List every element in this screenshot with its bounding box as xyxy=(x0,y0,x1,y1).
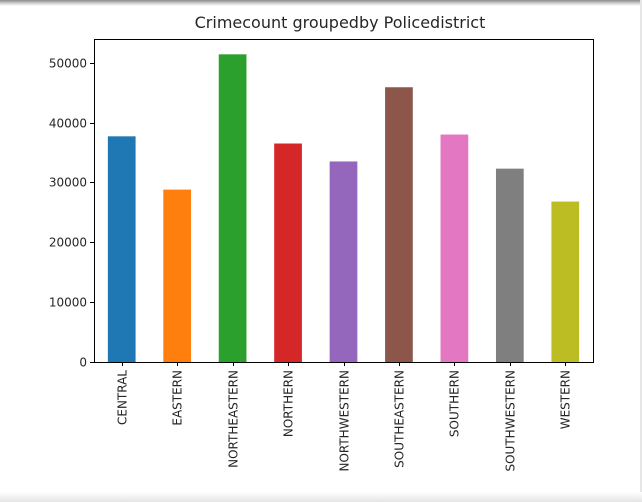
bar-northern xyxy=(274,143,302,362)
x-axis: CENTRAL EASTERN NORTHEASTERN NORTHERN NORTHW… xyxy=(116,362,573,472)
x-tick-label-northern: NORTHERN xyxy=(282,370,296,437)
bar-northwestern xyxy=(329,161,358,362)
y-tick-label: 20000 xyxy=(49,236,87,250)
x-tick-label-southwestern: SOUTHWESTERN xyxy=(504,370,518,472)
x-tick-label-western: WESTERN xyxy=(559,370,573,429)
bar-northeastern xyxy=(218,54,247,362)
x-tick-label-southeastern: SOUTHEASTERN xyxy=(393,370,407,468)
bar-western xyxy=(551,201,580,362)
window-right-edge xyxy=(640,0,642,502)
x-tick-label-northeastern: NORTHEASTERN xyxy=(227,370,241,468)
y-axis: 0 10000 20000 30000 40000 50000 xyxy=(49,57,94,370)
bar-southwestern xyxy=(495,168,524,362)
bar-eastern xyxy=(163,189,192,362)
chart-title: Crimecount groupedby Policedistrict xyxy=(195,13,486,32)
x-tick-label-southern: SOUTHERN xyxy=(448,370,462,437)
y-tick-label: 40000 xyxy=(49,117,87,131)
x-tick-label-central: CENTRAL xyxy=(116,370,130,425)
plot-frame xyxy=(94,39,594,363)
y-tick-label: 10000 xyxy=(49,296,87,310)
y-tick-label: 0 xyxy=(79,356,87,370)
window-top-edge xyxy=(0,0,642,6)
x-tick-label-eastern: EASTERN xyxy=(171,370,185,426)
y-tick-label: 50000 xyxy=(49,57,87,71)
x-tick-label-northwestern: NORTHWESTERN xyxy=(338,370,352,472)
y-tick-label: 30000 xyxy=(49,176,87,190)
window-bottom-edge xyxy=(0,492,642,502)
bar-southern xyxy=(440,134,469,362)
bar-southeastern xyxy=(385,87,413,362)
bars-layer xyxy=(107,54,580,362)
bar-central xyxy=(107,136,136,362)
